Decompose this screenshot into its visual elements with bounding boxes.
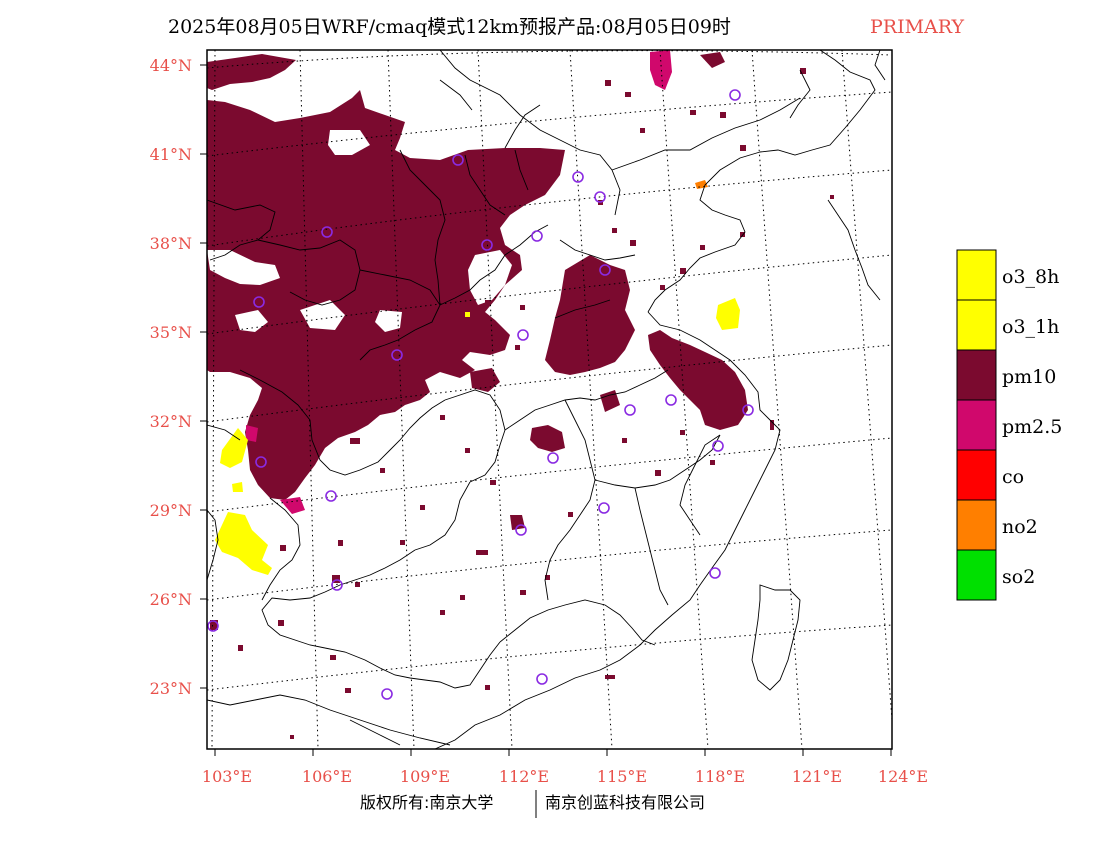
o3-patch-sichuan-3: [232, 482, 243, 492]
pm10-patch-north: [700, 52, 725, 68]
legend-label: pm2.5: [1002, 416, 1062, 438]
clear-patch-1: [207, 250, 280, 285]
station-marker: [515, 524, 527, 536]
lat-label: 41°N: [150, 145, 192, 164]
pm10-patch-small-3: [510, 515, 525, 530]
station-marker: [391, 349, 403, 361]
station-marker: [547, 452, 559, 464]
pm10-patch-small-2: [600, 390, 620, 412]
lon-label: 106°E: [302, 767, 352, 786]
pm10-region-northwest: [207, 54, 565, 500]
station-marker: [517, 329, 529, 341]
boundaries: [207, 50, 886, 749]
lat-label: 23°N: [150, 679, 192, 698]
station-marker: [572, 171, 584, 183]
legend-label: co: [1002, 466, 1024, 488]
lon-label: 118°E: [695, 767, 745, 786]
station-marker: [253, 296, 265, 308]
lon-label: 121°E: [792, 767, 842, 786]
station-marker: [624, 404, 636, 416]
latitude-labels: 44°N 41°N 38°N 35°N 32°N 29°N 26°N 23°N: [150, 56, 192, 698]
station-marker: [321, 226, 333, 238]
station-marker: [599, 264, 611, 276]
station-marker: [331, 579, 343, 591]
legend-label: so2: [1002, 566, 1035, 588]
station-marker: [452, 154, 464, 166]
pm10-patch-small-1: [470, 368, 500, 392]
station-marker: [594, 191, 606, 203]
map-frame: [206, 49, 893, 750]
legend-label: o3_8h: [1002, 266, 1059, 288]
o3-patch-sichuan-1: [220, 428, 248, 468]
lon-label: 103°E: [202, 767, 252, 786]
station-marker: [712, 440, 724, 452]
legend-label: o3_1h: [1002, 316, 1059, 338]
clear-patch-4: [235, 310, 268, 332]
legend-swatch: [956, 499, 997, 551]
legend-swatch: [956, 449, 997, 501]
pm10-region-east: [648, 330, 748, 430]
map-title: 2025年08月05日WRF/cmaq模式12km预报产品:08月05日09时: [168, 16, 731, 38]
tick-marks: [200, 64, 892, 756]
lon-label: 112°E: [499, 767, 549, 786]
longitude-labels: 103°E 106°E 109°E 112°E 115°E 118°E 121°…: [202, 767, 928, 786]
o3-patch-sichuan-2: [215, 512, 272, 575]
map-area: [207, 50, 834, 739]
station-marker: [665, 394, 677, 406]
station-markers: [207, 89, 754, 700]
clear-patch-3: [468, 250, 512, 305]
station-marker: [729, 89, 741, 101]
clear-patch-5: [300, 300, 345, 330]
lat-label: 29°N: [150, 501, 192, 520]
lon-label: 115°E: [597, 767, 647, 786]
legend-label: pm10: [1002, 366, 1056, 388]
clear-patch-6: [375, 310, 402, 332]
legend-swatch: [956, 349, 997, 401]
lat-label: 44°N: [150, 56, 192, 75]
legend-label: no2: [1002, 516, 1038, 538]
legend: o3_8h o3_1h pm10 pm2.5 co no2 so2: [956, 249, 1062, 601]
station-marker: [481, 239, 493, 251]
legend-swatch: [956, 299, 997, 351]
lon-label: 109°E: [400, 767, 450, 786]
lat-label: 32°N: [150, 412, 192, 431]
pm25-patch-sichuan: [280, 497, 305, 514]
lat-label: 26°N: [150, 590, 192, 609]
station-marker: [255, 456, 267, 468]
station-marker: [381, 688, 393, 700]
credit-right: 南京创蓝科技有限公司: [545, 793, 705, 812]
o3-patch-jiangsu: [716, 298, 740, 330]
primary-tag: PRIMARY: [870, 16, 964, 38]
station-marker: [531, 230, 543, 242]
legend-swatch: [956, 399, 997, 451]
legend-swatch: [956, 549, 997, 601]
lat-label: 35°N: [150, 323, 192, 342]
clear-patch-2: [328, 130, 370, 155]
pm10-patch-hubei: [530, 425, 565, 452]
pm25-patch-yunnan: [246, 425, 258, 442]
station-marker: [709, 567, 721, 579]
legend-swatch: [956, 249, 997, 301]
station-marker: [536, 673, 548, 685]
station-marker: [207, 620, 219, 632]
o3-patch-small: [465, 312, 470, 317]
station-marker: [325, 490, 337, 502]
lat-label: 38°N: [150, 234, 192, 253]
pm10-region-central: [545, 255, 635, 375]
lon-label: 124°E: [878, 767, 928, 786]
station-marker: [742, 404, 754, 416]
station-marker: [598, 502, 610, 514]
credit-left: 版权所有:南京大学: [360, 793, 493, 812]
